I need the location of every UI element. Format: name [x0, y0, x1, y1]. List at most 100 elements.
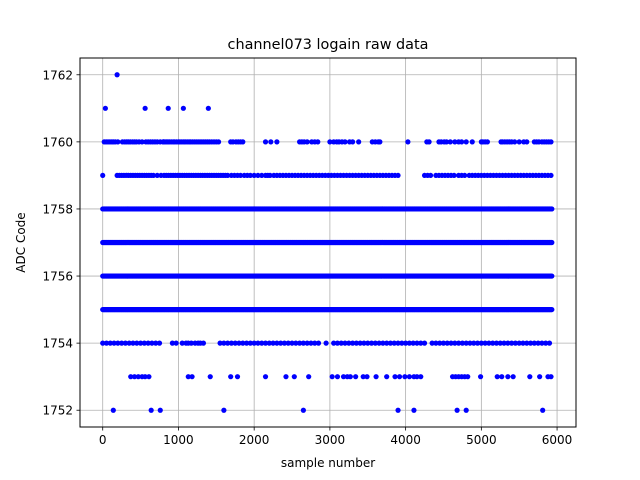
data-point: [505, 374, 511, 380]
data-point: [365, 340, 371, 346]
data-point: [289, 340, 295, 346]
data-point: [207, 374, 213, 380]
data-point: [111, 340, 117, 346]
data-point: [463, 340, 469, 346]
data-point: [247, 340, 253, 346]
data-point: [535, 340, 541, 346]
data-point: [448, 340, 454, 346]
data-point: [237, 172, 244, 179]
data-point: [153, 340, 159, 346]
data-point: [520, 340, 526, 346]
data-point: [281, 340, 288, 346]
data-point: [490, 340, 496, 346]
data-point: [122, 340, 129, 346]
data-point: [259, 172, 265, 179]
data-point: [516, 340, 522, 346]
data-point: [323, 340, 329, 346]
data-point: [304, 340, 310, 346]
data-point: [549, 273, 555, 279]
data-point: [524, 340, 530, 346]
data-point: [188, 340, 194, 346]
data-point: [543, 340, 549, 346]
data-point: [278, 340, 284, 346]
data-point: [329, 374, 335, 380]
x-tick-label: 5000: [466, 433, 497, 447]
data-point: [452, 340, 458, 346]
x-tick-label: 1000: [163, 433, 194, 447]
data-point: [527, 340, 534, 346]
data-point: [437, 340, 443, 346]
data-point: [447, 139, 453, 145]
data-point: [215, 139, 222, 145]
data-point: [165, 105, 171, 111]
data-point: [169, 340, 175, 346]
data-point: [145, 340, 151, 346]
data-point: [142, 105, 148, 111]
data-point: [384, 374, 390, 380]
data-point: [259, 340, 265, 346]
data-point: [130, 340, 136, 346]
data-point: [452, 139, 458, 145]
data-point: [433, 340, 439, 346]
data-point: [137, 340, 144, 346]
data-point: [300, 407, 306, 413]
data-point: [429, 340, 435, 346]
data-point: [221, 407, 227, 413]
data-point: [380, 340, 386, 346]
data-point: [376, 340, 382, 346]
data-point: [463, 139, 469, 145]
data-point: [402, 374, 408, 380]
data-point: [459, 340, 466, 346]
data-point: [115, 139, 121, 145]
data-point: [308, 340, 314, 346]
data-point: [173, 340, 179, 346]
data-point: [377, 139, 383, 145]
data-point: [255, 340, 261, 346]
data-point: [418, 340, 424, 346]
data-point: [516, 139, 522, 145]
data-point: [539, 340, 545, 346]
data-point: [342, 139, 348, 145]
data-point: [372, 340, 378, 346]
data-point: [356, 139, 362, 145]
data-point: [334, 374, 341, 380]
data-point: [274, 340, 280, 346]
data-point: [268, 139, 274, 145]
data-point: [405, 139, 411, 145]
data-point: [179, 340, 185, 346]
data-point: [454, 407, 460, 413]
data-point: [414, 374, 420, 380]
data-point: [225, 340, 231, 346]
data-point: [548, 139, 554, 145]
data-point: [150, 172, 157, 179]
data-point: [139, 139, 145, 145]
data-point: [527, 374, 533, 380]
data-point: [327, 139, 333, 145]
data-point: [406, 340, 413, 346]
data-point: [234, 374, 241, 380]
data-point: [114, 72, 120, 78]
chart-title: channel073 logain raw data: [228, 37, 429, 53]
data-point: [478, 340, 484, 346]
x-tick-label: 3000: [315, 433, 346, 447]
data-point: [119, 340, 125, 346]
data-point: [548, 172, 554, 179]
data-point: [340, 374, 347, 380]
data-point: [315, 139, 321, 145]
data-point: [499, 374, 505, 380]
data-point: [510, 374, 516, 380]
data-point: [387, 340, 394, 346]
data-point: [537, 374, 543, 380]
data-point: [262, 340, 269, 346]
axes-frame: [79, 57, 577, 428]
data-point: [189, 374, 195, 380]
data-point: [396, 374, 403, 380]
data-point: [251, 340, 257, 346]
data-point: [501, 340, 507, 346]
data-point: [266, 340, 272, 346]
data-point: [531, 340, 537, 346]
data-point: [350, 340, 356, 346]
x-axis-label: sample number: [281, 456, 375, 470]
data-point: [217, 340, 223, 346]
data-point: [157, 407, 163, 413]
